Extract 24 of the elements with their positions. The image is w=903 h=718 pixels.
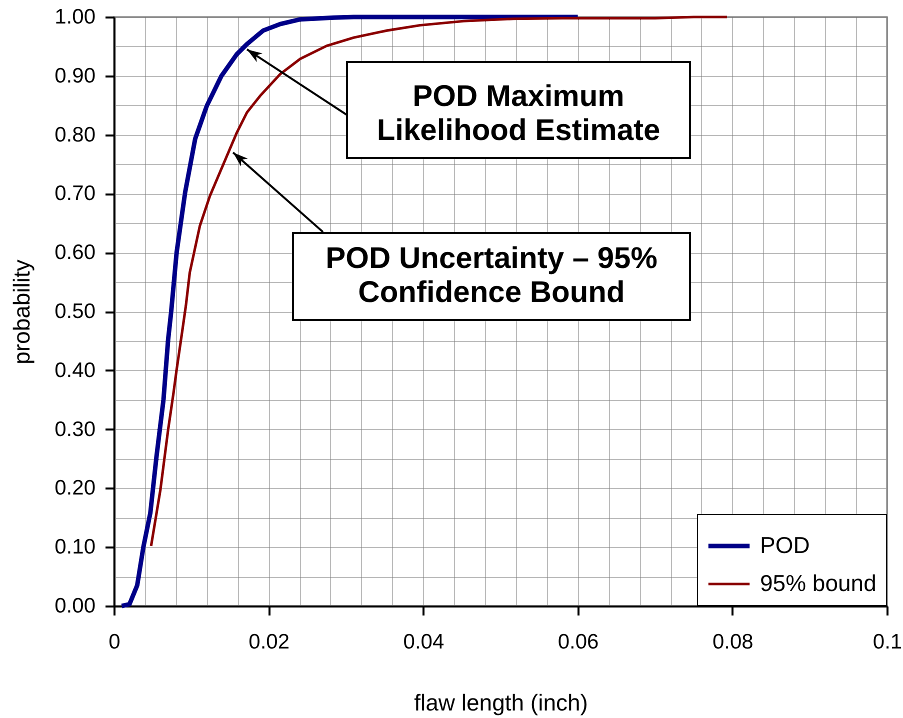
x-axis-title: flaw length (inch) [414, 690, 588, 716]
x-tick-label: 0.02 [248, 630, 290, 654]
y-tick-label: 0.60 [54, 241, 96, 264]
legend-label: 95% bound [760, 570, 876, 596]
y-tick-label: 1.00 [54, 6, 96, 28]
x-tick-label: 0 [108, 630, 120, 654]
y-tick-label: 0.40 [54, 358, 96, 382]
x-tick-label: 0.1 [872, 630, 902, 654]
y-tick-label: 0.20 [54, 476, 96, 500]
y-tick-label: 0.00 [54, 594, 96, 618]
y-tick-label: 0.70 [54, 182, 96, 206]
y-tick-label: 0.80 [54, 123, 96, 146]
annotation: POD Uncertainty – 95% Confidence Bound [326, 242, 658, 309]
y-tick-label: 0.30 [54, 418, 96, 441]
annotation: POD Maximum Likelihood Estimate [376, 80, 660, 147]
y-tick-label: 0.90 [54, 64, 96, 88]
y-tick-label: 0.10 [54, 536, 96, 559]
line-series [150, 16, 728, 548]
x-tick-label: 0.04 [403, 630, 444, 654]
x-tick-label: 0.06 [558, 630, 599, 654]
legend-label: POD [760, 532, 810, 558]
x-tick-label: 0.08 [712, 630, 754, 654]
y-axis-title: probability [8, 259, 35, 364]
y-tick-label: 0.50 [54, 300, 96, 323]
